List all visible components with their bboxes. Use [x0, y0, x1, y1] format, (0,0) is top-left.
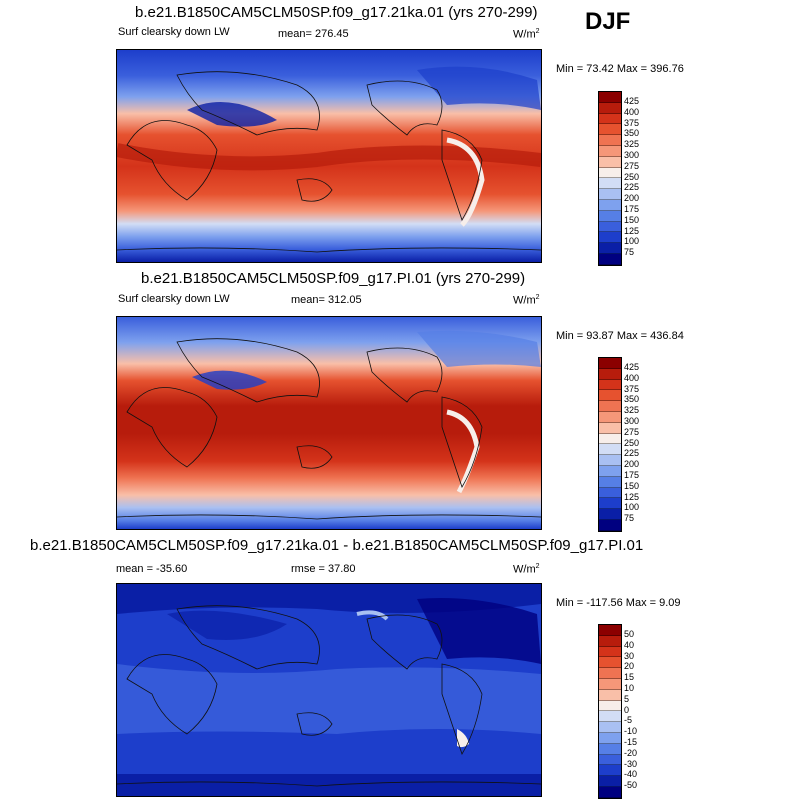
- panel1-title: b.e21.B1850CAM5CLM50SP.f09_g17.21ka.01 (…: [135, 4, 538, 21]
- panel1-variable-label: Surf clearsky down LW: [118, 26, 230, 38]
- panel2-map: [116, 316, 542, 530]
- panel3-mean-label: mean = -35.60: [116, 563, 188, 575]
- panel2-minmax: Min = 93.87 Max = 436.84: [556, 330, 684, 342]
- panel1-units: W/m2: [513, 28, 540, 41]
- panel2-variable-label: Surf clearsky down LW: [118, 293, 230, 305]
- panel3-rmse-label: rmse = 37.80: [291, 563, 356, 575]
- panel3-units: W/m2: [513, 563, 540, 576]
- season-label: DJF: [585, 8, 631, 35]
- panel2-title: b.e21.B1850CAM5CLM50SP.f09_g17.PI.01 (yr…: [141, 270, 526, 287]
- panel3-map: [116, 583, 542, 797]
- panel1-mean-label: mean= 276.45: [278, 28, 349, 40]
- panel1-colorbar-ticks: 425 400 375 350 325 300 275 250 225 200 175 150 1…: [624, 96, 640, 258]
- panel3-title: b.e21.B1850CAM5CLM50SP.f09_g17.21ka.01 -…: [30, 537, 644, 554]
- panel2-units: W/m2: [513, 294, 540, 307]
- panel3-colorbar-ticks: 50 40 30 20 15 10 5 0 -5 -10 -15 -20 -30 -40 -50: [624, 629, 638, 791]
- panel1-minmax: Min = 73.42 Max = 396.76: [556, 63, 684, 75]
- panel2-colorbar: [598, 357, 622, 532]
- panel1-colorbar: [598, 91, 622, 266]
- panel3-colorbar: [598, 624, 622, 799]
- panel2-colorbar-ticks: 425 400 375 350 325 300 275 250 225 200 175 150 1…: [624, 362, 640, 524]
- panel1-map: [116, 49, 542, 263]
- panel2-mean-label: mean= 312.05: [291, 294, 362, 306]
- panel3-minmax: Min = -117.56 Max = 9.09: [556, 597, 681, 609]
